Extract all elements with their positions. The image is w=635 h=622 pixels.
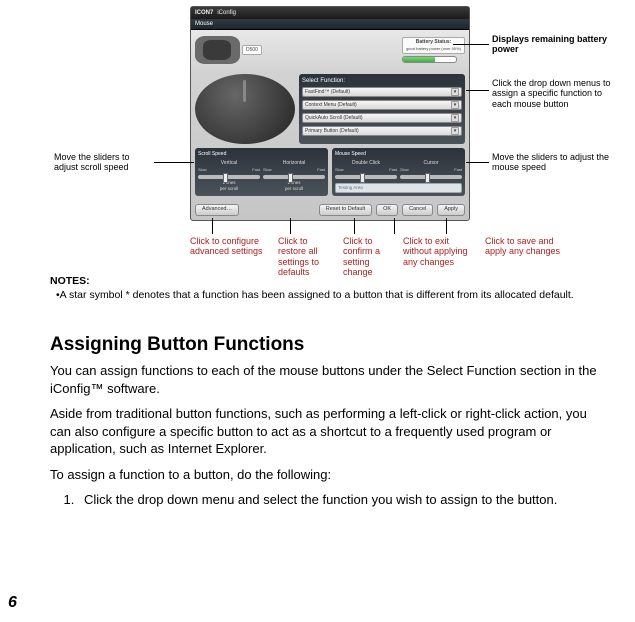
- button-row: Advanced… Reset to Default OK Cancel App…: [191, 200, 469, 220]
- paragraph-2: Aside from traditional button functions,…: [50, 405, 610, 458]
- device-model-badge: D500: [242, 45, 262, 56]
- step-1: Click the drop down menu and select the …: [78, 491, 610, 509]
- section-heading: Assigning Button Functions: [50, 332, 610, 358]
- select-function-section: Select Function: FastFind™ (Default) ▾ Co…: [191, 70, 469, 148]
- chevron-down-icon: ▾: [451, 127, 459, 135]
- bottom-callouts: Click to configure advanced settings Cli…: [190, 236, 575, 277]
- chevron-down-icon: ▾: [451, 114, 459, 122]
- callout-ok: Click to confirm a setting change: [343, 236, 393, 277]
- leader-line: [354, 218, 355, 234]
- callout-battery: Displays remaining battery power: [492, 34, 612, 55]
- h-label: Horizontal: [263, 160, 325, 167]
- leader-line: [466, 162, 489, 163]
- function-dropdown-3[interactable]: QuickAuto Scroll (Default) ▾: [302, 113, 462, 123]
- function-dropdown-4[interactable]: Primary Button (Default) ▾: [302, 126, 462, 136]
- device-header: D500 Battery Status: good battery power …: [191, 30, 469, 70]
- leader-line: [446, 218, 447, 234]
- cancel-button[interactable]: Cancel: [402, 204, 433, 216]
- reset-default-button[interactable]: Reset to Default: [319, 204, 372, 216]
- function-dropdown-2[interactable]: Context Menu (Default) ▾: [302, 100, 462, 110]
- function-panel: Select Function: FastFind™ (Default) ▾ Co…: [299, 74, 465, 144]
- dbl-label: Double Click: [335, 160, 397, 167]
- steps-list: Click the drop down menu and select the …: [50, 491, 610, 509]
- notes-line: •A star symbol * denotes that a function…: [56, 288, 610, 302]
- v-label: Vertical: [198, 160, 260, 167]
- mouse-speed-panel: Mouse Speed Double Click SlowFast Cursor…: [332, 148, 465, 196]
- leader-line: [394, 218, 395, 234]
- leader-line: [290, 218, 291, 234]
- double-click-slider[interactable]: Double Click SlowFast: [335, 160, 397, 180]
- vertical-scroll-slider[interactable]: Vertical SlowFast 1 linesper scroll: [198, 160, 260, 192]
- mouse-panel-title: Mouse Speed: [335, 151, 462, 158]
- dd3-label: QuickAuto Scroll (Default): [305, 115, 363, 122]
- dd2-label: Context Menu (Default): [305, 102, 357, 109]
- battery-bar: [402, 56, 457, 63]
- callout-cancel: Click to exit without applying any chang…: [403, 236, 475, 277]
- scroll-panel-title: Scroll Speed: [198, 151, 325, 158]
- cursor-label: Cursor: [400, 160, 462, 167]
- cursor-speed-slider[interactable]: Cursor SlowFast: [400, 160, 462, 180]
- chevron-down-icon: ▾: [451, 101, 459, 109]
- function-dropdown-1[interactable]: FastFind™ (Default) ▾: [302, 87, 462, 97]
- horizontal-scroll-slider[interactable]: Horizontal SlowFast 1 linesper scroll: [263, 160, 325, 192]
- figure-annotated-screenshot: ICON7 iConfig Mouse D500 Battery Status:…: [50, 4, 610, 264]
- callout-scroll-speed: Move the sliders to adjust scroll speed: [54, 152, 154, 173]
- dd1-label: FastFind™ (Default): [305, 89, 350, 96]
- tab-label: Mouse: [195, 20, 213, 28]
- leader-line: [212, 218, 213, 234]
- dd4-label: Primary Button (Default): [305, 128, 359, 135]
- ok-button[interactable]: OK: [376, 204, 398, 216]
- battery-label: Battery Status:: [416, 39, 452, 45]
- battery-status-box: Battery Status: good battery power (over…: [402, 37, 465, 64]
- brand-logo: ICON7: [195, 9, 213, 17]
- window-titlebar: ICON7 iConfig: [191, 7, 469, 19]
- advanced-button[interactable]: Advanced…: [195, 204, 239, 216]
- leader-line: [154, 162, 194, 163]
- device-thumbnail: [195, 36, 240, 64]
- scroll-speed-panel: Scroll Speed Vertical SlowFast 1 linespe…: [195, 148, 328, 196]
- tab-mouse[interactable]: Mouse: [191, 19, 469, 30]
- paragraph-3: To assign a function to a button, do the…: [50, 466, 610, 484]
- notes-heading: NOTES:: [50, 275, 90, 287]
- callout-apply: Click to save and apply any changes: [485, 236, 575, 277]
- mouse-diagram: [195, 74, 295, 144]
- apply-button[interactable]: Apply: [437, 204, 465, 216]
- battery-sub: good battery power (over 50%): [406, 46, 461, 51]
- paragraph-1: You can assign functions to each of the …: [50, 362, 610, 397]
- chevron-down-icon: ▾: [451, 88, 459, 96]
- page-number: 6: [8, 592, 17, 614]
- titlebar-sub: iConfig: [217, 9, 236, 17]
- iconfig-window: ICON7 iConfig Mouse D500 Battery Status:…: [190, 6, 470, 221]
- callout-dropdowns: Click the drop down menus to assign a sp…: [492, 78, 622, 109]
- callout-mouse-speed: Move the sliders to adjust the mouse spe…: [492, 152, 622, 173]
- speed-panels: Scroll Speed Vertical SlowFast 1 linespe…: [191, 148, 469, 200]
- callout-advanced: Click to configure advanced settings: [190, 236, 268, 277]
- testing-area[interactable]: Testing Area: [335, 183, 462, 193]
- notes-block: NOTES: •A star symbol * denotes that a f…: [50, 274, 610, 302]
- callout-reset: Click to restore all settings to default…: [278, 236, 333, 277]
- leader-line: [453, 44, 489, 45]
- select-function-header: Select Function:: [302, 77, 462, 85]
- leader-line: [466, 90, 489, 91]
